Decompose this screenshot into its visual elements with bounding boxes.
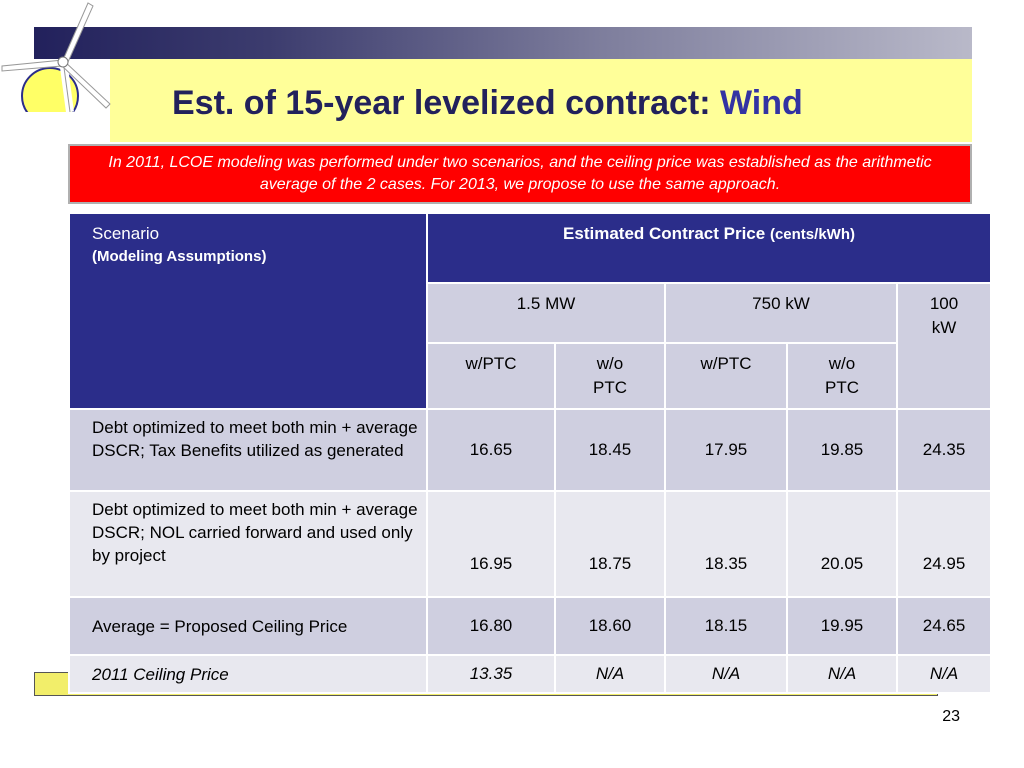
table-cell: 17.95 <box>664 408 788 492</box>
table-row: Debt optimized to meet both min + averag… <box>68 408 993 492</box>
table-cell: 16.80 <box>426 596 556 656</box>
row-label: Average = Proposed Ceiling Price <box>68 596 428 656</box>
page-number: 23 <box>942 708 960 725</box>
scenario-header: Scenario (Modeling Assumptions) <box>68 212 428 410</box>
table-cell: 18.15 <box>664 596 788 656</box>
subcol-header: w/PTC <box>664 342 788 410</box>
table-cell: 16.65 <box>426 408 556 492</box>
table-cell: 24.95 <box>895 490 993 598</box>
table-row-average: Average = Proposed Ceiling Price 16.80 1… <box>68 596 993 656</box>
subcol-header: w/o PTC <box>786 342 898 410</box>
scenario-subheader-label: (Modeling Assumptions) <box>92 248 267 265</box>
title-band <box>110 59 972 142</box>
row-label: 2011 Ceiling Price <box>68 654 428 694</box>
contract-price-table: Scenario (Modeling Assumptions) Estimate… <box>68 212 993 694</box>
note-text: In 2011, LCOE modeling was performed und… <box>108 154 932 193</box>
price-header: Estimated Contract Price (cents/kWh) <box>425 212 993 284</box>
table-cell: 18.35 <box>664 490 788 598</box>
table-cell: N/A <box>664 654 788 694</box>
group-header-100kw: 100 kW <box>895 282 993 410</box>
title-accent: Wind <box>720 84 803 122</box>
table-cell: N/A <box>895 654 993 694</box>
table-cell: 18.60 <box>554 596 666 656</box>
table-cell: 19.85 <box>786 408 898 492</box>
title-main: Est. of 15-year levelized contract: <box>172 84 711 122</box>
wind-turbine-icon <box>1 2 111 112</box>
table-cell: 18.75 <box>554 490 666 598</box>
subcol-header: w/PTC <box>426 342 556 410</box>
table-cell: 19.95 <box>786 596 898 656</box>
group-header-1-5mw: 1.5 MW <box>426 282 666 344</box>
table-cell: N/A <box>786 654 898 694</box>
table-cell: 18.45 <box>554 408 666 492</box>
table-cell: N/A <box>554 654 666 694</box>
table-row-2011-ceiling: 2011 Ceiling Price 13.35 N/A N/A N/A N/A <box>68 654 993 694</box>
table-cell: 24.35 <box>895 408 993 492</box>
group-header-750kw: 750 kW <box>664 282 898 344</box>
note-box: In 2011, LCOE modeling was performed und… <box>68 144 972 204</box>
header-gradient-bar <box>34 27 972 59</box>
row-label: Debt optimized to meet both min + averag… <box>68 408 428 492</box>
row-label: Debt optimized to meet both min + averag… <box>68 490 428 598</box>
slide-title: Est. of 15-year levelized contract: Wind <box>172 84 803 123</box>
table-cell: 20.05 <box>786 490 898 598</box>
scenario-header-label: Scenario <box>92 224 160 243</box>
subcol-header: w/o PTC <box>554 342 666 410</box>
table-cell: 24.65 <box>895 596 993 656</box>
table-row: Debt optimized to meet both min + averag… <box>68 490 993 598</box>
table-cell: 16.95 <box>426 490 556 598</box>
price-header-label: Estimated Contract Price <box>563 224 766 243</box>
table-cell: 13.35 <box>426 654 556 694</box>
price-unit-label: (cents/kWh) <box>769 226 855 243</box>
